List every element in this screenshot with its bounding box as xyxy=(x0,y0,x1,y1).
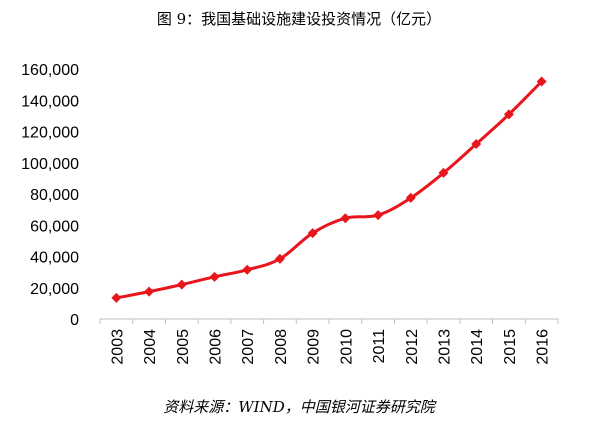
x-tick-label: 2008 xyxy=(273,329,290,365)
data-point-marker xyxy=(405,192,416,203)
y-tick-label: 160,000 xyxy=(21,62,79,79)
data-point-marker xyxy=(471,139,482,149)
data-point-marker xyxy=(536,76,547,87)
y-tick-label: 0 xyxy=(70,312,79,329)
data-point-marker xyxy=(209,271,220,282)
x-tick-label: 2005 xyxy=(175,329,192,365)
data-point-marker xyxy=(438,167,449,178)
x-tick-label: 2014 xyxy=(469,329,486,365)
x-tick-label: 2009 xyxy=(306,329,323,365)
x-tick-label: 2010 xyxy=(338,329,355,365)
y-tick-label: 60,000 xyxy=(30,218,79,235)
y-tick-label: 140,000 xyxy=(21,93,79,110)
x-tick-label: 2013 xyxy=(437,329,454,365)
source-note: 资料来源：WIND，中国银河证券研究院 xyxy=(163,398,435,416)
data-point-marker xyxy=(144,286,155,297)
data-point-marker xyxy=(340,213,351,224)
y-tick-label: 80,000 xyxy=(30,187,79,204)
data-point-marker xyxy=(373,210,384,221)
data-point-marker xyxy=(242,264,253,275)
data-point-marker xyxy=(503,109,514,120)
x-tick-label: 2016 xyxy=(535,329,552,365)
y-tick-label: 40,000 xyxy=(30,250,79,267)
y-tick-label: 100,000 xyxy=(21,156,79,173)
x-tick-label: 2003 xyxy=(109,329,126,365)
y-tick-label: 120,000 xyxy=(21,125,79,142)
x-axis: 2003 2004 2005 2006 2007 2008 2009 2010 2011 2012… xyxy=(99,318,559,365)
x-tick-label: 2015 xyxy=(502,329,519,365)
x-tick-label: 2011 xyxy=(371,329,388,364)
data-point-marker xyxy=(111,292,122,303)
x-tick-label: 2012 xyxy=(404,329,421,365)
data-point-marker xyxy=(307,228,318,239)
y-tick-label: 20,000 xyxy=(30,281,79,298)
series-line xyxy=(116,80,543,300)
x-tick-label: 2007 xyxy=(240,329,257,365)
chart-title: 图 9：我国基础设施建设投资情况（亿元） xyxy=(156,10,442,28)
series-group xyxy=(111,76,547,303)
data-point-marker xyxy=(176,279,187,290)
x-tick-label: 2004 xyxy=(142,329,159,365)
y-axis: 0 20,000 40,000 60,000 80,000 100,000 120,000 1… xyxy=(21,62,79,329)
x-tick-label: 2006 xyxy=(208,329,225,365)
data-point-marker xyxy=(274,253,285,264)
